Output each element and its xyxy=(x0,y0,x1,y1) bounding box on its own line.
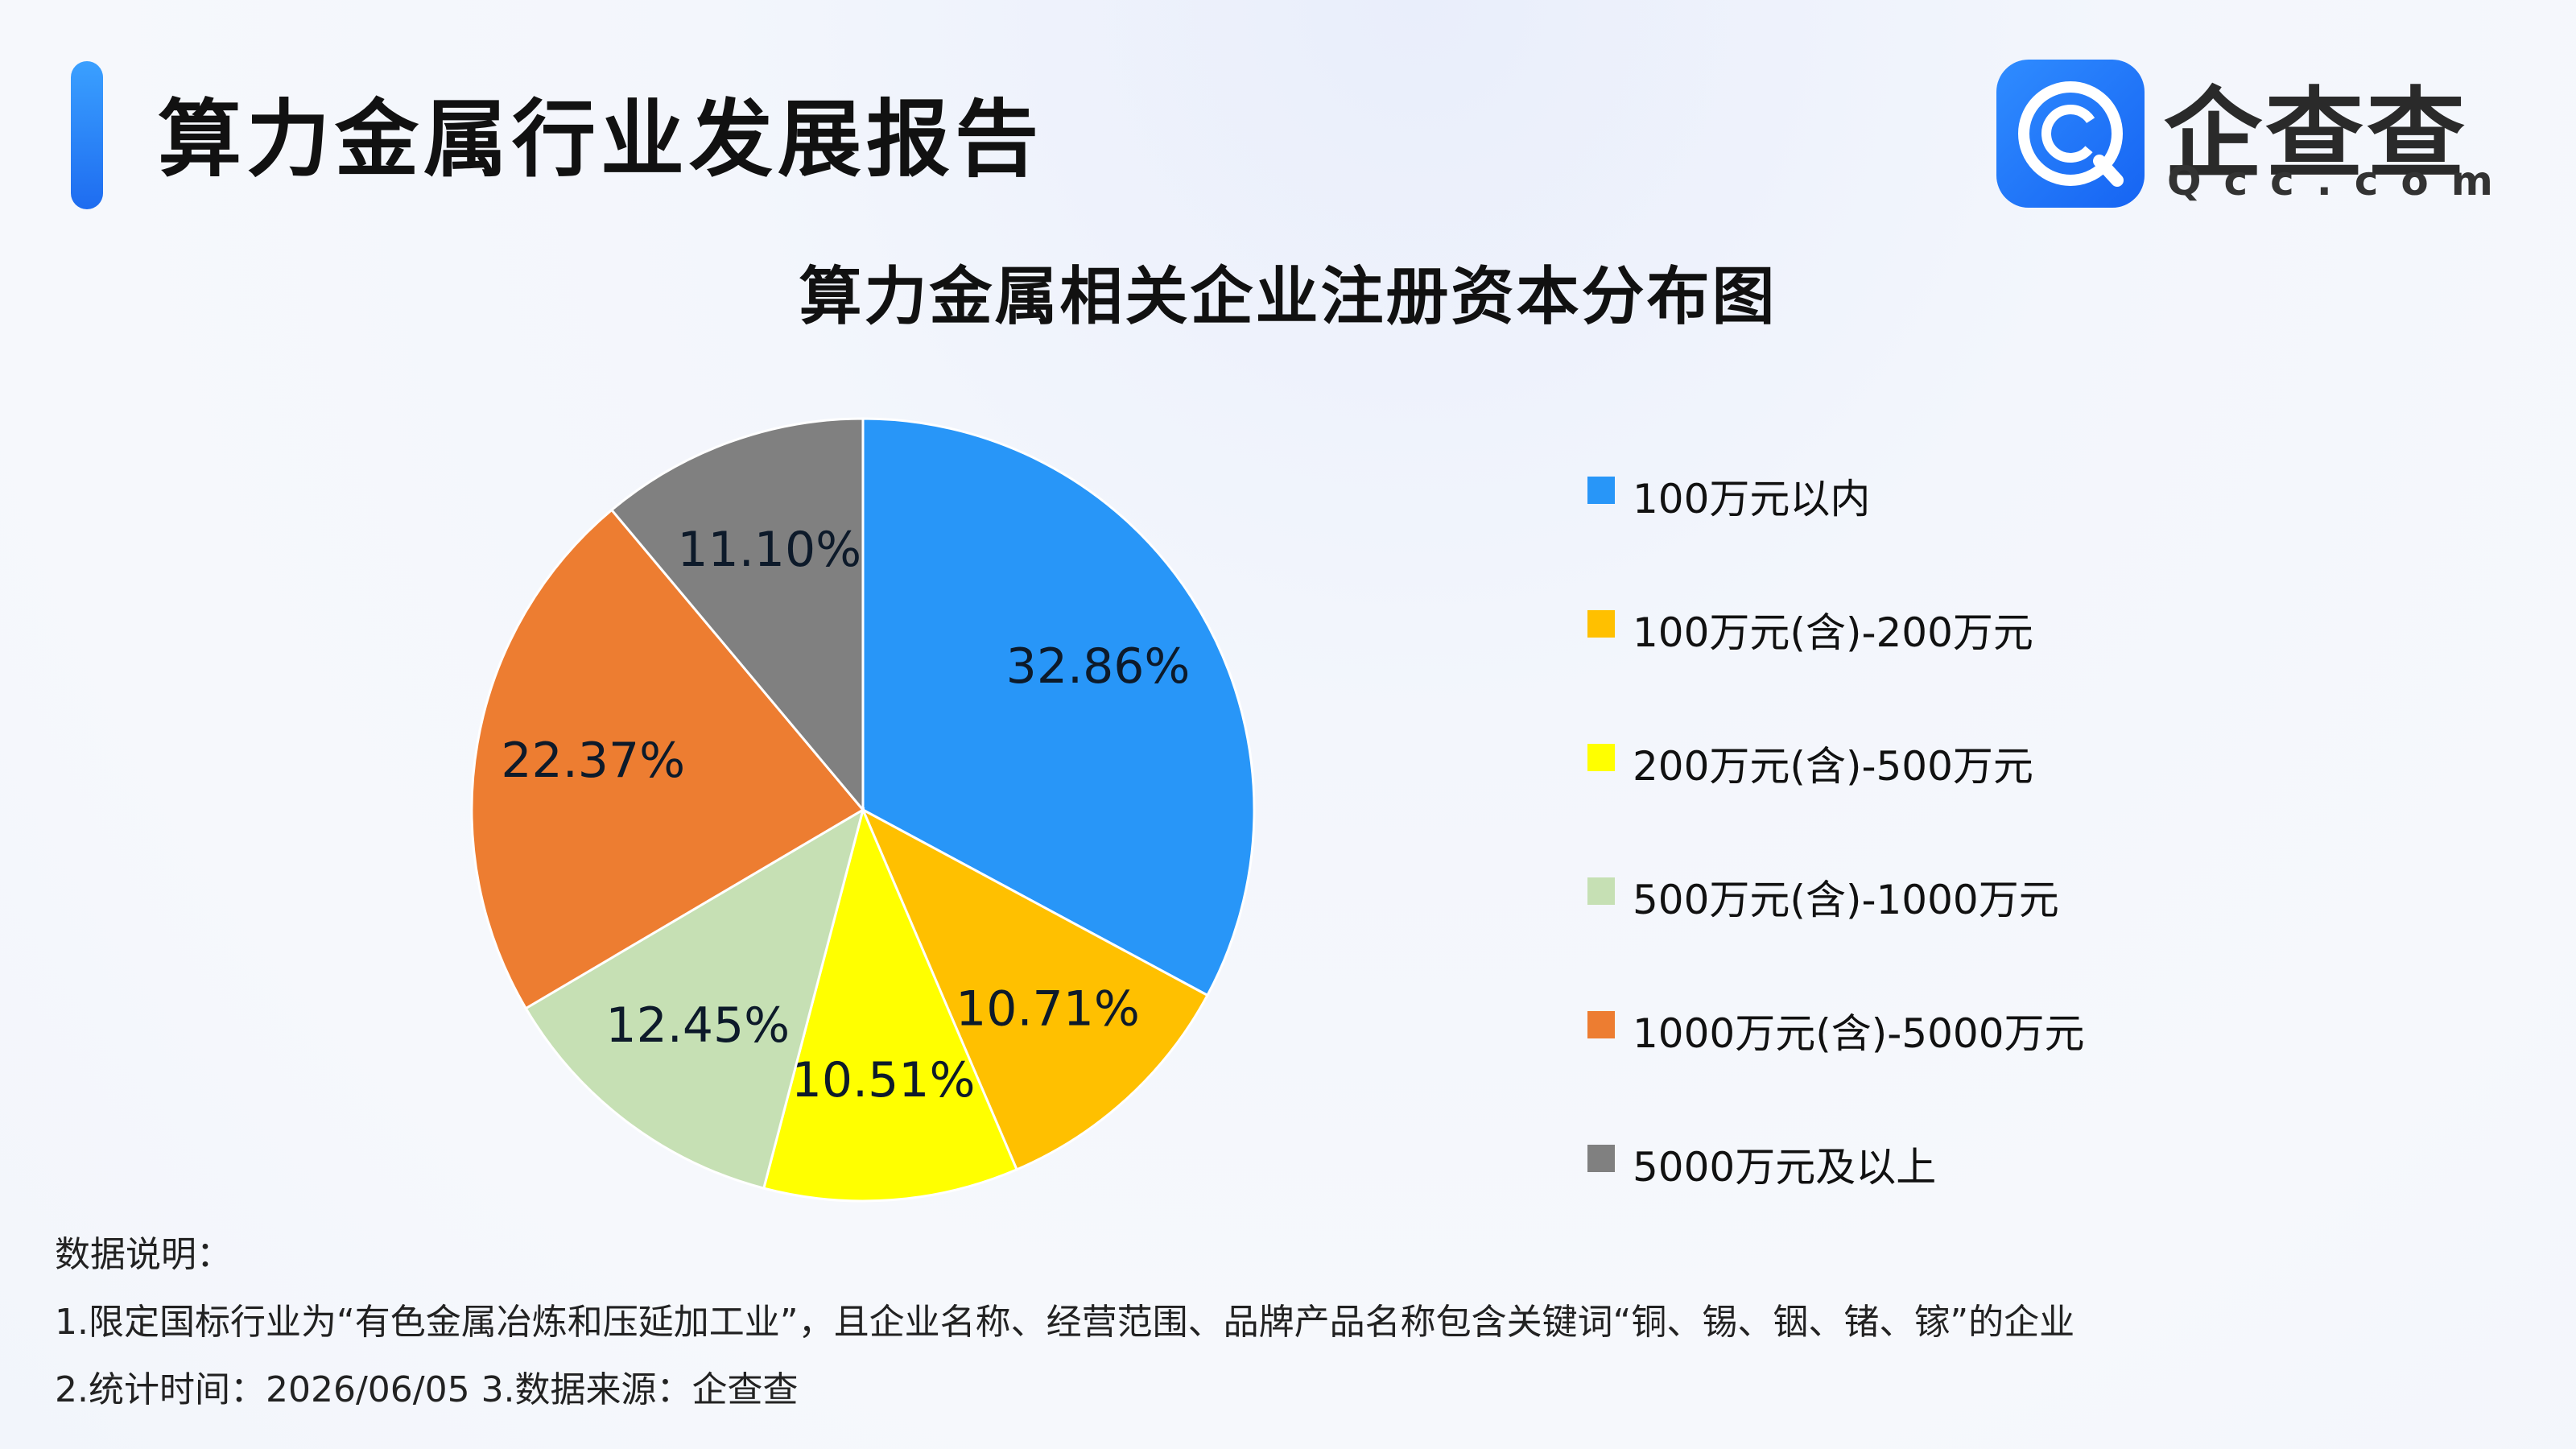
pie-slice xyxy=(524,807,865,1190)
legend-label: 5000万元及以上 xyxy=(1633,1144,1937,1191)
legend-swatch xyxy=(1587,744,1615,771)
chart-title: 算力金属相关企业注册资本分布图 xyxy=(799,261,1777,333)
legend-swatch xyxy=(1587,477,1615,504)
legend-label: 1000万元(含)-5000万元 xyxy=(1633,1010,2085,1057)
qcc-logo: 企查查 Qcc.com xyxy=(1996,60,2496,213)
legend-swatch xyxy=(1587,877,1615,905)
pie-slice-label: 10.51% xyxy=(791,1052,976,1108)
logo-domain: Qcc.com xyxy=(2167,158,2516,204)
pie-slice-label: 22.37% xyxy=(501,733,685,789)
notes-line-1: 1.限定国标行业为“有色金属冶炼和压延加工业”，且企业名称、经营范围、品牌产品名… xyxy=(55,1302,2075,1343)
pie-slice xyxy=(470,508,865,1010)
data-notes: 数据说明： 1.限定国标行业为“有色金属冶炼和压延加工业”，且企业名称、经营范围… xyxy=(55,1225,2074,1428)
pie-slice-label: 32.86% xyxy=(1006,638,1191,695)
pie-slice xyxy=(762,806,1019,1203)
legend-label: 500万元(含)-1000万元 xyxy=(1633,877,2059,923)
logo-wordmark: 企查查 xyxy=(2164,77,2468,192)
notes-heading: 数据说明： xyxy=(55,1234,232,1275)
legend-label: 100万元以内 xyxy=(1633,476,1871,522)
legend-swatch xyxy=(1587,610,1615,638)
pie-slice xyxy=(860,807,1209,1171)
legend-label: 100万元(含)-200万元 xyxy=(1633,609,2033,656)
pie-slice-label: 11.10% xyxy=(677,522,861,578)
legend-label: 200万元(含)-500万元 xyxy=(1633,743,2033,790)
page-title: 算力金属行业发展报告 xyxy=(158,90,1044,188)
pie-slice-label: 12.45% xyxy=(605,997,790,1054)
pie-slice-label: 10.71% xyxy=(956,981,1140,1038)
qcc-logo-icon xyxy=(1996,60,2145,208)
pie-slice xyxy=(861,417,1256,997)
title-accent-bar xyxy=(71,61,103,209)
legend-swatch xyxy=(1587,1011,1615,1038)
pie-slice xyxy=(609,417,865,814)
notes-line-2: 2.统计时间：2026/06/05 3.数据来源：企查查 xyxy=(55,1369,799,1410)
legend-swatch xyxy=(1587,1145,1615,1172)
